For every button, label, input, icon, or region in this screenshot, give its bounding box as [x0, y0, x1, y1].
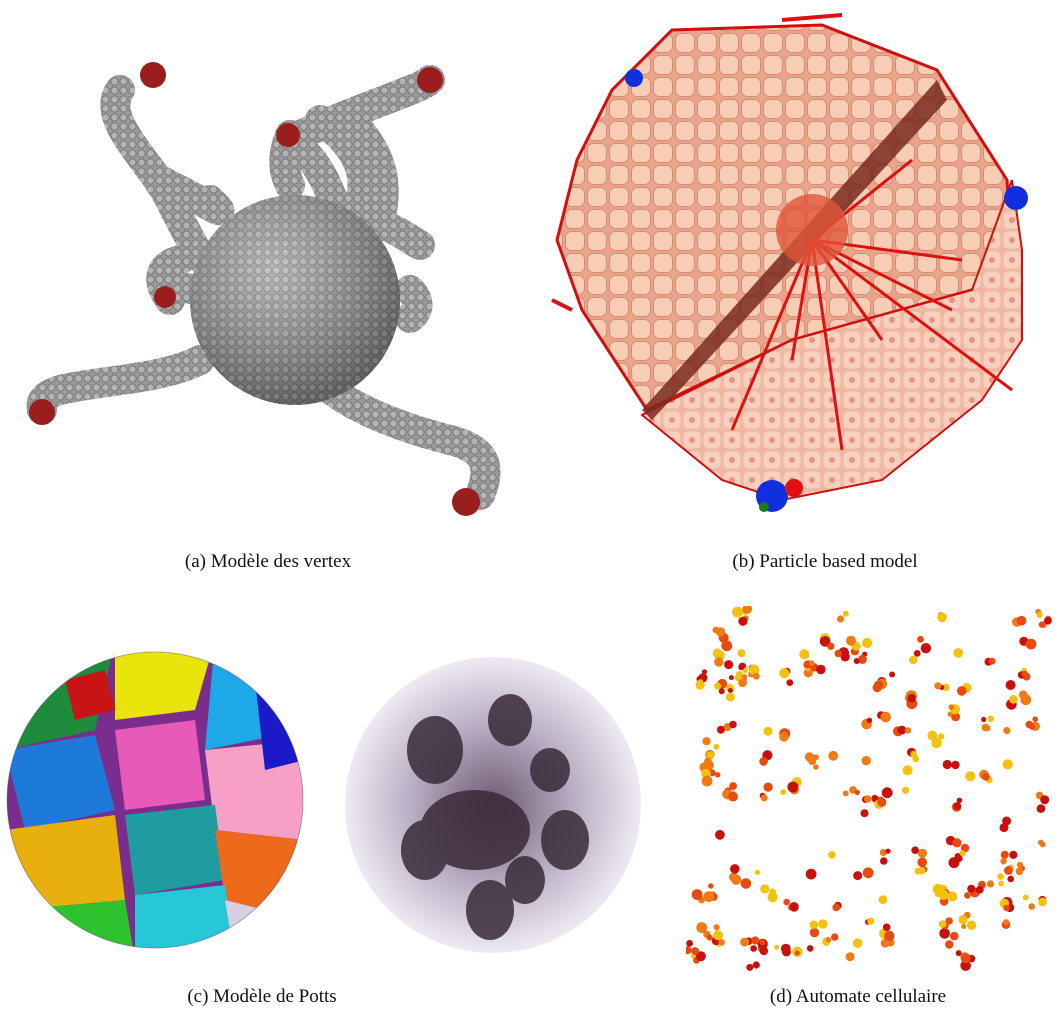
- caption-c: (c) Modèle de Potts: [187, 986, 337, 1007]
- panel-a-vertex-model-image: [20, 50, 530, 530]
- panel-b-particle-model-image: [542, 10, 1047, 520]
- panel-c-potts-model-image: [5, 640, 665, 960]
- caption-a: (a) Modèle des vertex: [184, 551, 352, 572]
- caption-b: (b) Particle based model: [732, 551, 918, 572]
- caption-d: (d) Automate cellulaire: [769, 986, 947, 1007]
- panel-d-cellular-automaton-image: [686, 606, 1056, 978]
